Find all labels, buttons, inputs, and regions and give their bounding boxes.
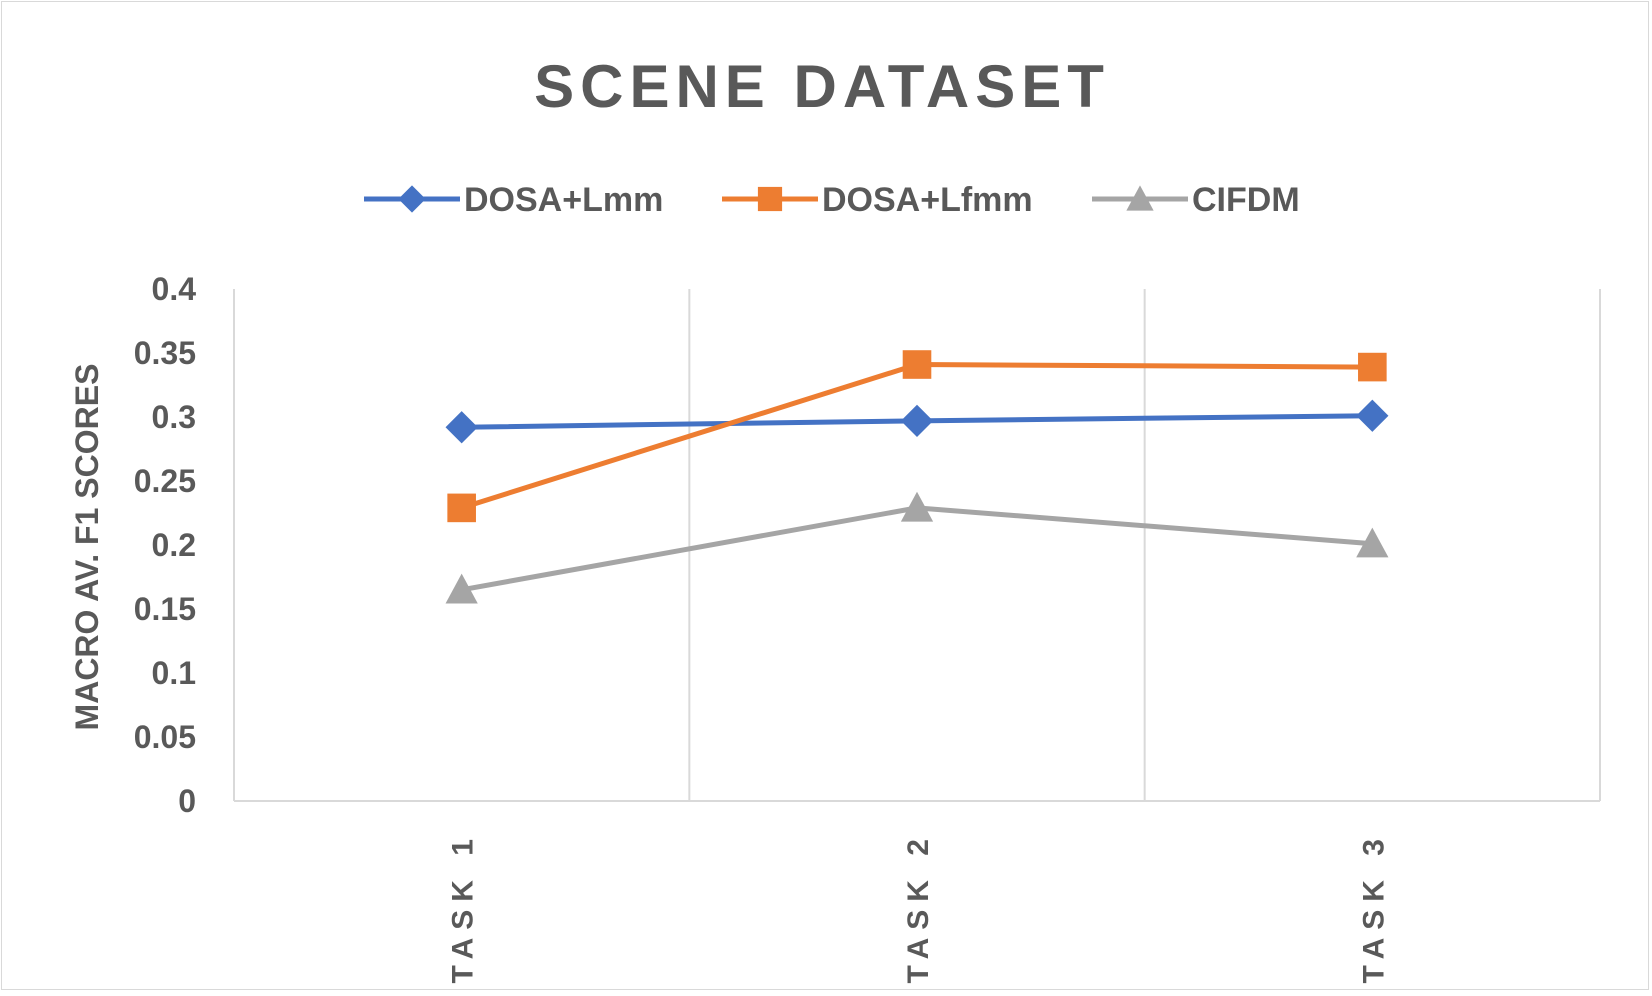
data-point-triangle (900, 491, 934, 522)
series-dosa-lfmm (447, 350, 1387, 523)
grid-lines (233, 289, 1601, 802)
series-cifdm (445, 491, 1389, 604)
data-point-diamond (398, 185, 426, 213)
x-tick-label: TASK 3 (1357, 831, 1390, 983)
legend-entry: DOSA+Lmm (364, 181, 663, 219)
data-point-diamond (900, 404, 934, 437)
y-tick-label: 0.2 (152, 527, 196, 563)
y-tick-label: 0.25 (134, 463, 196, 499)
chart-title: SCENE DATASET (534, 53, 1110, 120)
legend: DOSA+Lmm DOSA+Lfmm CIFDM (364, 181, 1300, 219)
y-tick-label: 0.15 (134, 591, 196, 627)
data-point-triangle (1126, 185, 1154, 211)
x-axis: TASK 1 TASK 2 TASK 3 (447, 831, 1391, 983)
y-tick-label: 0 (178, 783, 196, 819)
series-dosa-lmm (445, 399, 1389, 444)
legend-label: CIFDM (1192, 181, 1300, 219)
data-point-diamond (1356, 399, 1389, 432)
legend-entry: DOSA+Lfmm (722, 181, 1033, 219)
data-point-square (447, 493, 476, 523)
y-tick-label: 0.3 (152, 399, 196, 435)
data-point-square (902, 350, 932, 379)
x-tick-label: TASK 2 (902, 831, 935, 983)
legend-entry: CIFDM (1092, 181, 1300, 219)
x-tick-label: TASK 1 (447, 831, 480, 983)
y-tick-label: 0.05 (134, 719, 196, 755)
data-point-triangle (445, 573, 478, 604)
y-tick-label: 0.1 (152, 655, 196, 691)
data-point-square (1358, 352, 1387, 382)
y-axis: 0 0.05 0.1 0.15 0.2 0.25 0.3 0.35 0.4 (134, 271, 196, 819)
plot-area: 00.050.10.150.20.250.30.350.4 TASK 1 TASK… (134, 271, 1601, 983)
data-point-diamond (445, 411, 478, 444)
y-tick-label: 0.35 (134, 335, 196, 371)
legend-label: DOSA+Lmm (464, 181, 663, 219)
data-point-triangle (1356, 527, 1389, 558)
y-tick-label: 0.4 (152, 271, 197, 307)
y-axis-title: MACRO AV. F1 SCORES (69, 364, 105, 731)
series-group (445, 350, 1389, 604)
legend-label: DOSA+Lfmm (822, 181, 1033, 219)
data-point-square (757, 186, 783, 212)
